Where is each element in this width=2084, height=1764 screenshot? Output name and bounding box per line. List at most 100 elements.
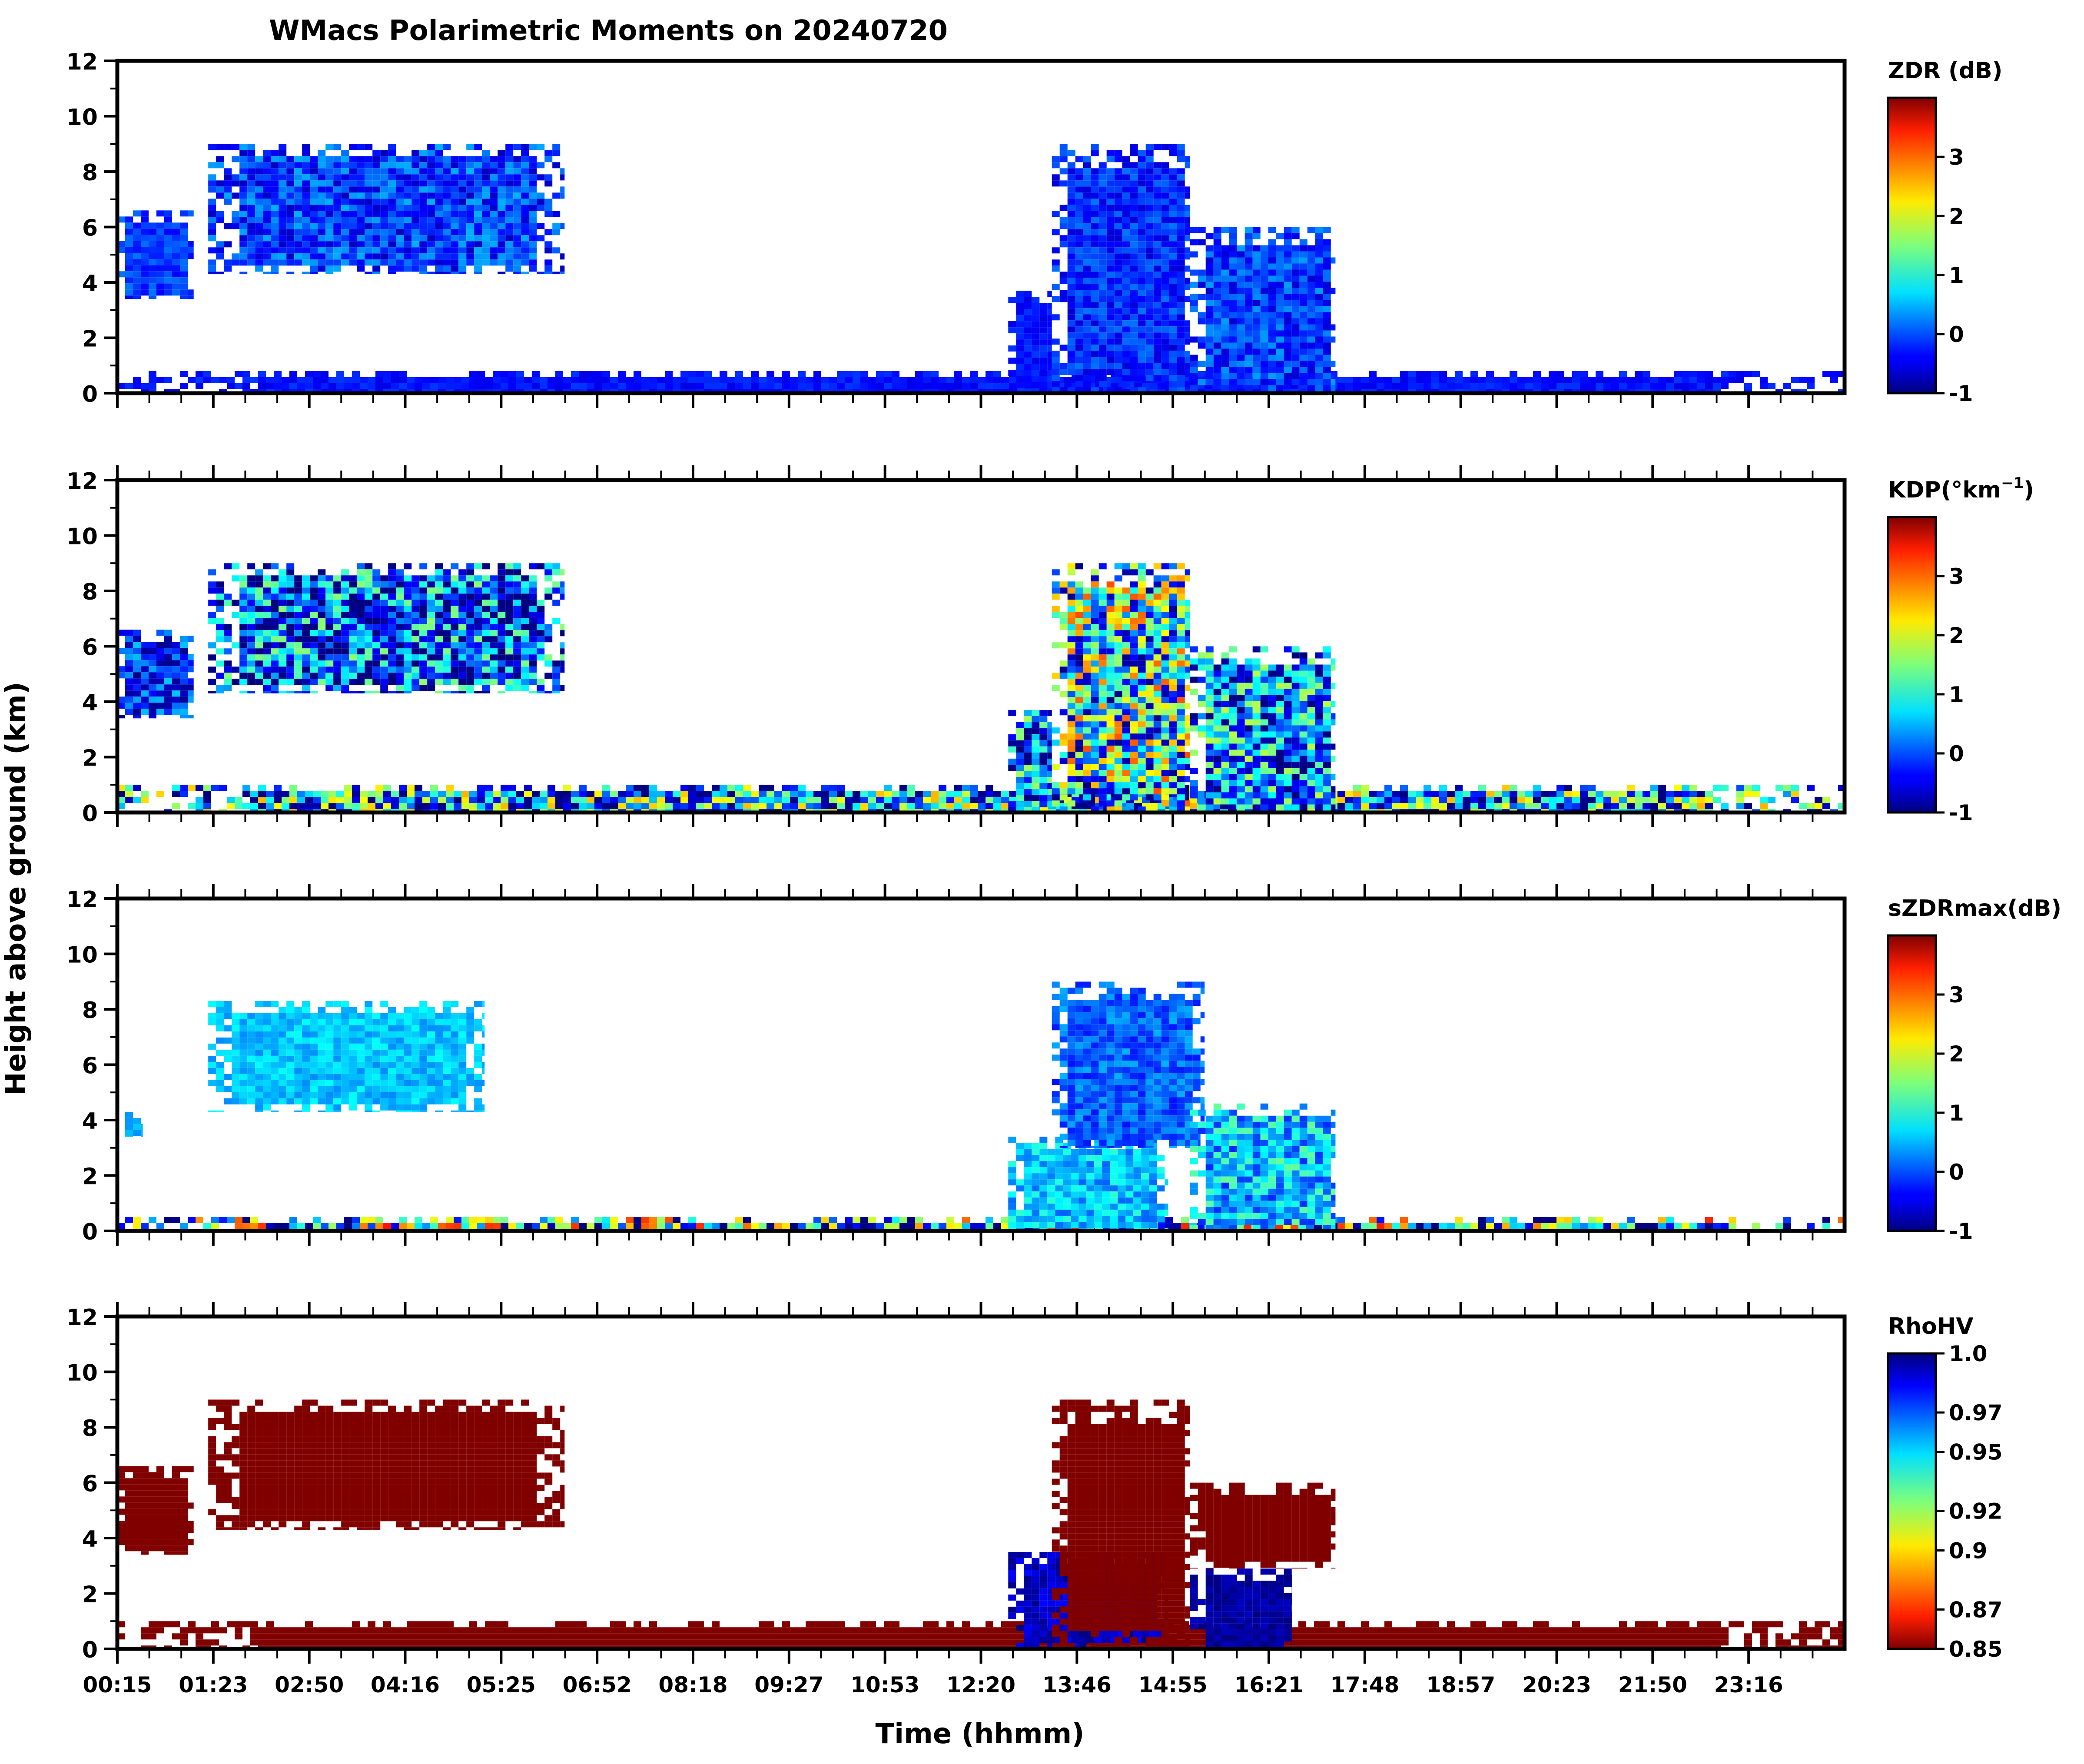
echo-cell <box>255 624 263 630</box>
echo-cell <box>396 211 404 217</box>
echo-cell <box>396 253 404 259</box>
echo-cell <box>318 666 325 673</box>
echo-cell <box>232 666 239 673</box>
echo-cell <box>1154 314 1161 320</box>
echo-cell <box>125 666 133 672</box>
echo-cell <box>1214 361 1221 367</box>
echo-cell <box>1229 233 1237 239</box>
echo-cell <box>1697 803 1705 809</box>
echo-cell <box>310 624 318 630</box>
echo-cell <box>372 630 380 636</box>
echo-cell <box>1455 797 1463 803</box>
echo-cell <box>461 377 469 383</box>
echo-cell <box>552 162 560 168</box>
echo-cell <box>490 581 498 587</box>
echo-cell <box>1083 357 1091 363</box>
echo-cell <box>1300 294 1307 300</box>
echo-cell <box>419 192 427 199</box>
echo-cell <box>1533 803 1541 809</box>
echo-cell <box>388 691 396 693</box>
echo-cell <box>188 678 194 684</box>
echo-cell <box>380 247 388 253</box>
echo-cell <box>380 174 388 180</box>
echo-cell <box>1705 383 1713 389</box>
echo-cell <box>1307 245 1315 252</box>
echo-cell <box>1154 302 1161 308</box>
echo-cell <box>513 587 521 594</box>
echo-cell <box>435 630 443 636</box>
echo-cell <box>263 594 271 600</box>
echo-cell <box>247 162 255 168</box>
echo-cell <box>529 642 537 648</box>
echo-cell <box>498 636 505 642</box>
echo-cell <box>1424 785 1431 791</box>
echo-cell <box>1161 229 1169 235</box>
echo-cell <box>1146 186 1154 192</box>
echo-cell <box>1146 314 1154 320</box>
echo-cell <box>133 277 141 283</box>
echo-cell <box>1307 355 1315 361</box>
echo-cell <box>1052 284 1060 290</box>
echo-cell <box>451 217 458 223</box>
echo-cell <box>544 660 552 666</box>
echo-cell <box>1517 383 1525 389</box>
echo-cell <box>443 229 451 235</box>
echo-cell <box>521 229 529 235</box>
echo-cell <box>1091 199 1099 205</box>
echo-cell <box>1315 361 1323 367</box>
echo-cell <box>357 259 365 265</box>
echo-cell <box>333 229 341 235</box>
echo-cell <box>349 211 357 217</box>
echo-cell <box>521 642 529 648</box>
echo-cell <box>279 180 286 186</box>
echo-cell <box>1229 294 1237 300</box>
echo-cell <box>1245 361 1253 367</box>
echo-cell <box>164 271 172 277</box>
echo-cell <box>435 192 443 199</box>
echo-cell <box>1099 205 1107 211</box>
echo-cell <box>310 229 318 235</box>
echo-cell <box>419 594 427 600</box>
echo-cell <box>247 581 255 587</box>
echo-cell <box>255 174 263 180</box>
echo-cell <box>1245 379 1253 385</box>
echo-cell <box>141 277 149 283</box>
echo-cell <box>1307 312 1315 318</box>
echo-cell <box>1107 180 1115 186</box>
echo-cell <box>1107 308 1115 314</box>
echo-cell <box>513 642 521 648</box>
echo-cell <box>529 241 537 247</box>
echo-cell <box>344 797 352 803</box>
echo-cell <box>399 803 407 809</box>
echo-cell <box>767 785 774 791</box>
echo-cell <box>1130 235 1138 241</box>
echo-cell <box>505 199 513 205</box>
echo-cell <box>180 383 188 389</box>
echo-cell <box>1400 371 1408 377</box>
echo-cell <box>868 803 876 809</box>
echo-cell <box>1261 367 1268 373</box>
echo-cell <box>1682 797 1689 803</box>
echo-cell <box>164 283 172 289</box>
echo-cell <box>571 383 579 389</box>
echo-cell <box>1253 282 1261 288</box>
echo-cell <box>505 618 513 624</box>
echo-cell <box>419 581 427 587</box>
echo-cell <box>490 247 498 253</box>
echo-cell <box>380 241 388 247</box>
echo-cell <box>255 235 263 241</box>
echo-cell <box>1068 229 1075 235</box>
echo-cell <box>1075 278 1083 284</box>
echo-cell <box>1146 338 1154 345</box>
echo-cell <box>279 259 286 265</box>
echo-cell <box>1276 379 1284 385</box>
echo-cell <box>196 371 203 377</box>
echo-cell <box>357 642 365 648</box>
echo-cell <box>767 383 774 389</box>
echo-cell <box>125 690 133 696</box>
echo-cell <box>993 797 1001 803</box>
echo-cell <box>1315 355 1323 361</box>
echo-cell <box>1619 791 1627 797</box>
echo-cell <box>1177 357 1185 363</box>
echo-cell <box>435 235 443 241</box>
